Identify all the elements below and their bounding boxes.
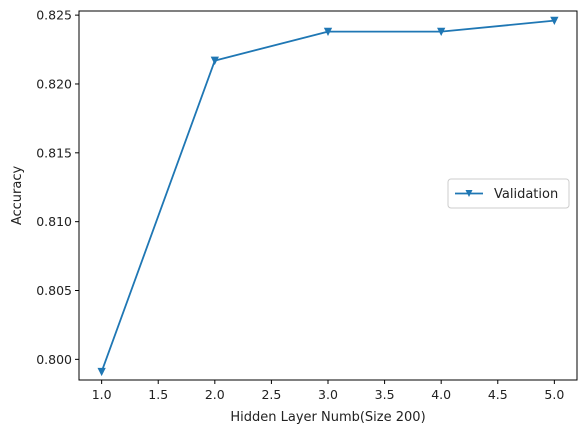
x-tick-label: 1.5 — [148, 387, 168, 402]
x-tick-label: 2.5 — [261, 387, 281, 402]
x-tick-label: 2.0 — [205, 387, 225, 402]
x-tick-label: 1.0 — [92, 387, 112, 402]
y-axis-label: Accuracy — [10, 166, 25, 226]
legend-box — [447, 178, 570, 209]
y-tick-label: 0.805 — [36, 283, 72, 298]
legend: Validation — [447, 178, 570, 209]
y-tick-label: 0.800 — [36, 352, 72, 367]
x-tick-label: 4.0 — [431, 387, 451, 402]
data-point-marker — [323, 27, 333, 37]
data-point-marker — [97, 367, 106, 377]
y-tick-label: 0.825 — [36, 8, 72, 23]
y-tick-label: 0.820 — [36, 76, 72, 91]
plot-frame — [78, 10, 578, 381]
data-point-marker — [210, 56, 219, 65]
x-tick-label: 3.0 — [318, 387, 338, 402]
data-series — [97, 16, 559, 377]
legend-marker-swatch — [465, 190, 473, 197]
y-tick-label: 0.810 — [36, 214, 72, 229]
data-point-marker — [550, 16, 559, 26]
data-point-marker — [437, 27, 446, 37]
axis-ticks: 1.0 1.5 2.0 2.5 3.0 3.5 4.0 4.5 5.0 0.800 0.805 0.8… — [36, 8, 564, 402]
legend-label: Validation — [494, 187, 558, 202]
x-tick-label: 4.5 — [488, 387, 508, 402]
x-tick-label: 3.5 — [375, 387, 395, 402]
y-tick-label: 0.815 — [36, 145, 72, 160]
x-axis-label: Hidden Layer Numb(Size 200) — [230, 410, 425, 425]
x-tick-label: 5.0 — [544, 387, 564, 402]
